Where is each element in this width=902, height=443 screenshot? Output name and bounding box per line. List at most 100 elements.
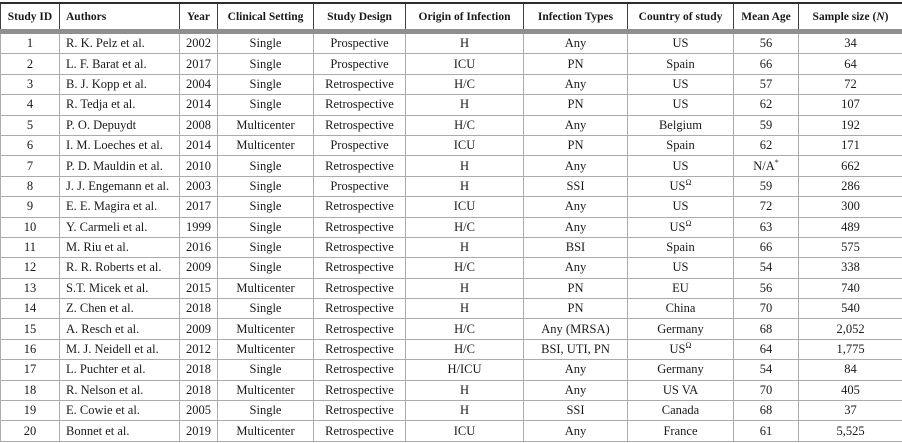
table-cell: Single xyxy=(217,359,314,381)
table-cell: Prospective xyxy=(313,53,406,75)
table-cell: 338 xyxy=(798,257,902,279)
table-row: 12 R. R. Roberts et al. 2009 Single Retrospe… xyxy=(0,257,902,279)
table-cell: Retrospective xyxy=(313,379,406,402)
table-row: 17 L. Puchter et al. 2018 Single Retrospecti… xyxy=(0,359,902,381)
table-cell: 16 xyxy=(0,338,60,361)
table-row: 13 S.T. Micek et al. 2015 Multicenter Retros… xyxy=(0,277,902,300)
table-header: Study ID Authors Year Clinical Setting Study… xyxy=(0,2,902,34)
table-cell: 2014 xyxy=(179,134,218,157)
table-cell: PN xyxy=(523,94,628,116)
table-cell: Any xyxy=(523,155,628,177)
table-cell: 34 xyxy=(798,30,902,55)
table-cell: Retrospective xyxy=(313,318,406,340)
table-cell: 300 xyxy=(798,196,902,218)
table-cell: M. J. Neidell et al. xyxy=(59,338,180,361)
table-cell: Y. Carmeli et al. xyxy=(59,216,180,238)
table-cell: Retrospective xyxy=(313,114,406,136)
table-cell: S.T. Micek et al. xyxy=(59,277,180,300)
table-cell: US xyxy=(627,257,734,279)
table-cell: Prospective xyxy=(313,134,406,157)
table-cell: 405 xyxy=(798,379,902,402)
table-cell: J. J. Engemann et al. xyxy=(59,175,180,198)
table-row: 18 R. Nelson et al. 2018 Multicenter Retrosp… xyxy=(0,379,902,402)
table-cell: PN xyxy=(523,298,628,320)
table-cell: 62 xyxy=(733,94,799,116)
table-cell: Multicenter xyxy=(217,114,314,136)
table-cell: H/C xyxy=(405,318,524,340)
column-header: Country of study xyxy=(627,2,734,34)
table-cell: 37 xyxy=(798,400,902,422)
table-cell: ICU xyxy=(405,196,524,218)
table-cell: Any xyxy=(523,359,628,381)
table-cell: 64 xyxy=(798,53,902,75)
table-cell: Retrospective xyxy=(313,338,406,361)
table-cell: Spain xyxy=(627,134,734,157)
table-cell: Single xyxy=(217,94,314,116)
table-row: 7 P. D. Mauldin et al. 2010 Single Retrospec… xyxy=(0,155,902,177)
column-header: Mean Age xyxy=(733,2,799,34)
table-cell: Retrospective xyxy=(313,155,406,177)
table-cell: PN xyxy=(523,277,628,300)
table-cell: E. Cowie et al. xyxy=(59,400,180,422)
table-cell: 2018 xyxy=(179,298,218,320)
table-cell: 10 xyxy=(0,216,60,238)
table-cell: 662 xyxy=(798,155,902,177)
table-cell: H xyxy=(405,30,524,55)
italic-n: N xyxy=(876,10,885,23)
table-cell: H/C xyxy=(405,73,524,96)
table-cell: R. R. Roberts et al. xyxy=(59,257,180,279)
table-cell: 2003 xyxy=(179,175,218,198)
table-cell: 286 xyxy=(798,175,902,198)
superscript-marker: Ω xyxy=(685,218,692,228)
table-cell: Any xyxy=(523,114,628,136)
table-cell: 107 xyxy=(798,94,902,116)
table-cell: Single xyxy=(217,236,314,259)
table-row: 10 Y. Carmeli et al. 1999 Single Retrospecti… xyxy=(0,216,902,238)
table-cell: Retrospective xyxy=(313,277,406,300)
table-cell: Single xyxy=(217,257,314,279)
table-cell: Any xyxy=(523,73,628,96)
table-cell: 14 xyxy=(0,298,60,320)
table-cell: 2012 xyxy=(179,338,218,361)
table-cell: PN xyxy=(523,53,628,75)
table-cell: 2018 xyxy=(179,379,218,402)
table-cell: Retrospective xyxy=(313,216,406,238)
table-cell: BSI, UTI, PN xyxy=(523,338,628,361)
table-cell: Retrospective xyxy=(313,400,406,422)
table-cell: Any xyxy=(523,257,628,279)
table-cell: 54 xyxy=(733,359,799,381)
table-cell: I. M. Loeches et al. xyxy=(59,134,180,157)
table-cell: H/C xyxy=(405,114,524,136)
table-cell: 61 xyxy=(733,420,799,442)
table-cell: US xyxy=(627,94,734,116)
table-cell: Retrospective xyxy=(313,420,406,442)
table-cell: 2009 xyxy=(179,318,218,340)
table-cell: Canada xyxy=(627,400,734,422)
table-cell: 13 xyxy=(0,277,60,300)
table-cell: Any xyxy=(523,379,628,402)
table-cell: 7 xyxy=(0,155,60,177)
table-cell: H/C xyxy=(405,216,524,238)
table-cell: Retrospective xyxy=(313,257,406,279)
table-row: 19 E. Cowie et al. 2005 Single Retrospective… xyxy=(0,400,902,422)
table-cell: BSI xyxy=(523,236,628,259)
table-cell: 70 xyxy=(733,379,799,402)
table-cell: 57 xyxy=(733,73,799,96)
table-cell: USΩ xyxy=(627,216,734,238)
table-cell: 2004 xyxy=(179,73,218,96)
table-cell: L. Puchter et al. xyxy=(59,359,180,381)
table-cell: 1 xyxy=(0,30,60,55)
table-cell: 59 xyxy=(733,114,799,136)
table-cell: 740 xyxy=(798,277,902,300)
table-cell: 19 xyxy=(0,400,60,422)
table-cell: H/C xyxy=(405,257,524,279)
table-cell: 2009 xyxy=(179,257,218,279)
table-cell: US xyxy=(627,196,734,218)
table-cell: ICU xyxy=(405,420,524,442)
table-cell: Single xyxy=(217,73,314,96)
table-cell: 64 xyxy=(733,338,799,361)
table-cell: 59 xyxy=(733,175,799,198)
table-cell: 12 xyxy=(0,257,60,279)
table-row: 15 A. Resch et al. 2009 Multicenter Retrospe… xyxy=(0,318,902,340)
table-cell: 540 xyxy=(798,298,902,320)
